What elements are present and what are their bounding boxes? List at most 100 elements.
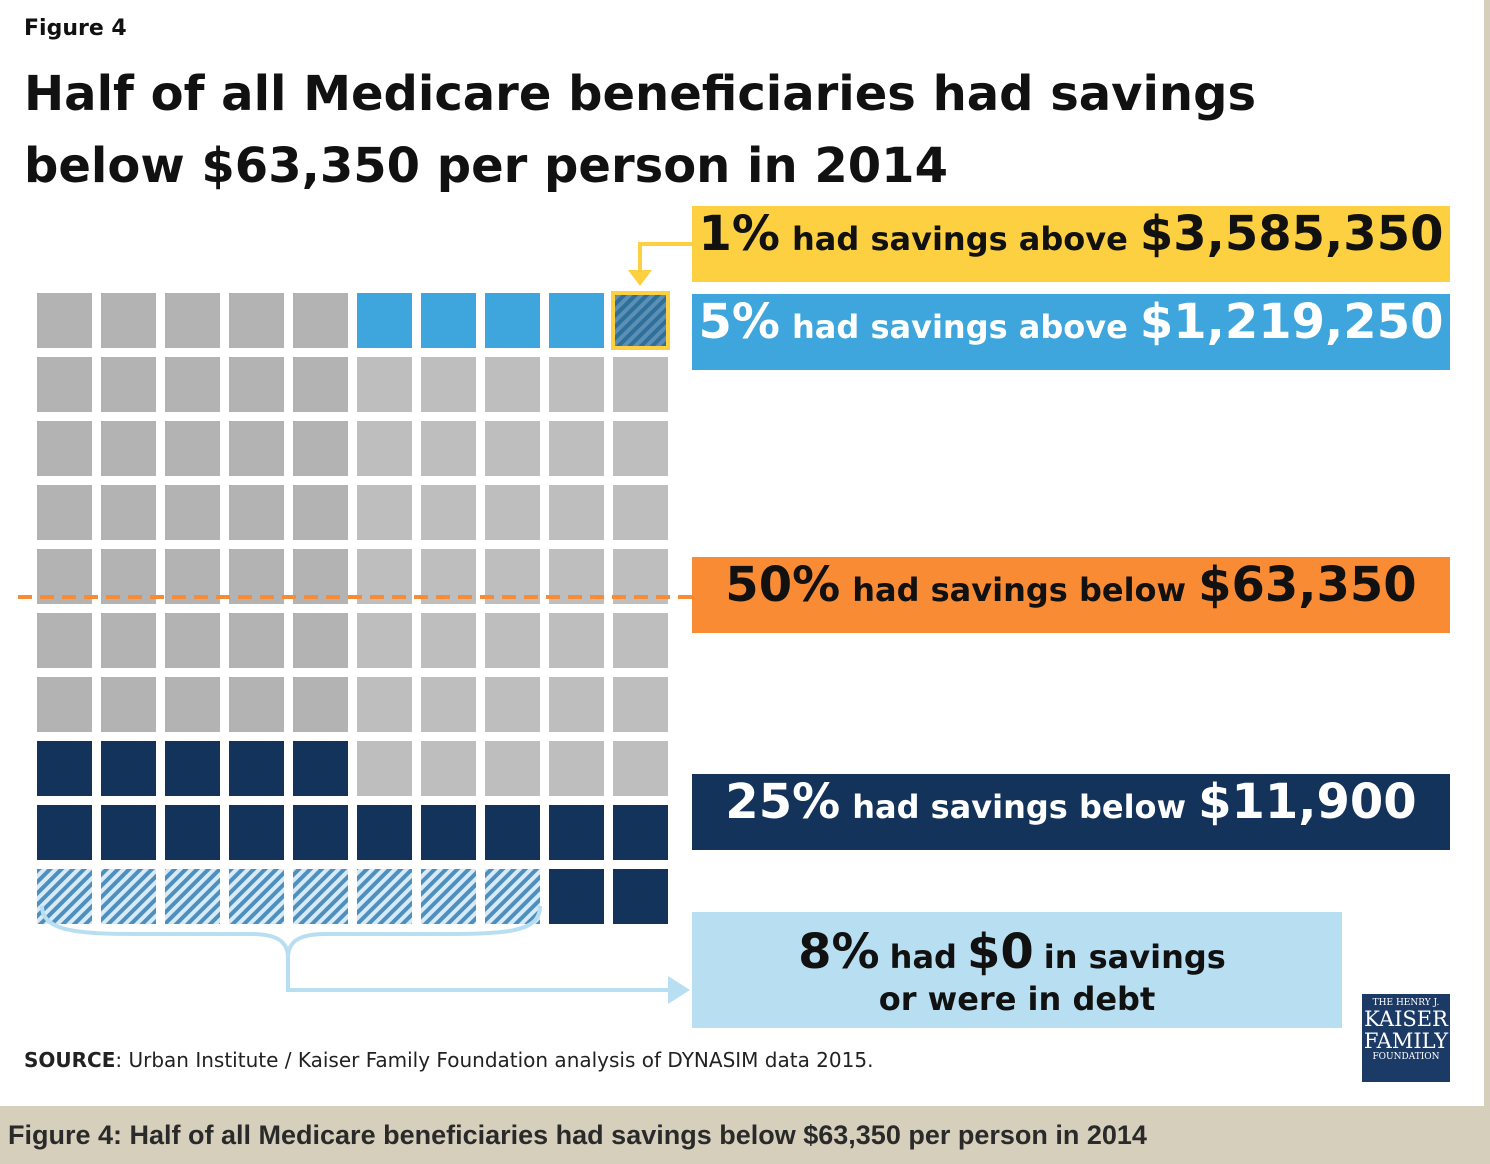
waffle-cell-gray (165, 485, 220, 540)
waffle-cell-gray (229, 485, 284, 540)
callout-top5-pct: 5% (698, 294, 781, 350)
waffle-cell-gray (485, 677, 540, 732)
waffle-cell-bottom25 (549, 869, 604, 924)
callout-q1-amount: $11,900 (1198, 774, 1417, 830)
waffle-cell-gray (165, 549, 220, 604)
callout-top1-pct: 1% (698, 206, 781, 262)
callout-zero-text: had (889, 938, 957, 976)
waffle-cell-gray (357, 485, 412, 540)
source-text: : Urban Institute / Kaiser Family Founda… (115, 1048, 874, 1072)
waffle-cell-gray (421, 741, 476, 796)
waffle-cell-gray (613, 421, 668, 476)
waffle-cell-gray (357, 357, 412, 412)
callout-bottom-25-percent: 25% had savings below $11,900 (692, 774, 1450, 850)
waffle-cell-gray (165, 357, 220, 412)
zero-savings-arrowhead (668, 976, 690, 1004)
top1-connector-line (638, 242, 692, 278)
waffle-cell-gray (165, 293, 220, 348)
waffle-cell-gray (293, 613, 348, 668)
waffle-cell-gray (485, 613, 540, 668)
waffle-cell-bottom25 (613, 869, 668, 924)
waffle-cell-bottom25 (613, 805, 668, 860)
waffle-cell-gray (421, 485, 476, 540)
waffle-cell-zero-savings (37, 869, 92, 924)
waffle-cell-top1 (611, 291, 670, 350)
waffle-cell-gray (293, 421, 348, 476)
waffle-cell-zero-savings (101, 869, 156, 924)
waffle-cell-gray (613, 677, 668, 732)
waffle-cell-gray (357, 741, 412, 796)
waffle-cell-gray (101, 485, 156, 540)
waffle-cell-gray (101, 293, 156, 348)
figure-caption: Figure 4: Half of all Medicare beneficia… (8, 1120, 1147, 1150)
waffle-cell-gray (549, 741, 604, 796)
waffle-cell-gray (485, 357, 540, 412)
waffle-cell-gray (37, 549, 92, 604)
waffle-cell-gray (293, 293, 348, 348)
waffle-cell-zero-savings (357, 869, 412, 924)
waffle-cell-gray (613, 357, 668, 412)
waffle-cell-gray (293, 357, 348, 412)
waffle-cell-gray (37, 357, 92, 412)
waffle-cell-gray (165, 677, 220, 732)
waffle-cell-zero-savings (229, 869, 284, 924)
callout-median-amount: $63,350 (1198, 557, 1417, 613)
waffle-cell-bottom25 (421, 805, 476, 860)
top1-arrowhead (628, 270, 652, 286)
logo-line3: FAMILY (1363, 1029, 1449, 1053)
waffle-cell-gray (37, 485, 92, 540)
waffle-cell-bottom25 (165, 741, 220, 796)
waffle-cell-gray (549, 421, 604, 476)
chart-title: Half of all Medicare beneficiaries had s… (24, 66, 1257, 194)
waffle-cell-gray (101, 613, 156, 668)
callout-q1-text: had savings below (852, 788, 1187, 826)
waffle-cell-zero-savings (165, 869, 220, 924)
waffle-cell-gray (421, 357, 476, 412)
waffle-cell-gray (613, 613, 668, 668)
callout-median: 50% had savings below $63,350 (692, 557, 1450, 633)
callout-top-1-percent: 1% had savings above $3,585,350 (692, 206, 1450, 282)
callout-top5-text: had savings above (792, 308, 1128, 346)
waffle-cell-gray (229, 357, 284, 412)
waffle-cell-gray (613, 741, 668, 796)
waffle-cell-bottom25 (229, 805, 284, 860)
waffle-cell-gray (37, 421, 92, 476)
waffle-cell-gray (549, 677, 604, 732)
waffle-cell-zero-savings (293, 869, 348, 924)
waffle-cell-gray (549, 613, 604, 668)
waffle-cell-bottom25 (549, 805, 604, 860)
waffle-cell-gray (229, 293, 284, 348)
waffle-cell-gray (229, 613, 284, 668)
waffle-cell-gray (421, 421, 476, 476)
waffle-cell-gray (37, 293, 92, 348)
callout-top1-text: had savings above (792, 220, 1128, 258)
waffle-cell-gray (485, 741, 540, 796)
figure-panel: Figure 4 Half of all Medicare beneficiar… (0, 0, 1484, 1106)
waffle-cell-bottom25 (101, 805, 156, 860)
logo-line4: FOUNDATION (1372, 1052, 1440, 1062)
waffle-cell-gray (101, 677, 156, 732)
waffle-cell-gray (421, 677, 476, 732)
waffle-cell-gray (101, 549, 156, 604)
waffle-cell-gray (421, 549, 476, 604)
waffle-cell-top5 (421, 293, 476, 348)
waffle-cell-gray (549, 357, 604, 412)
logo-line1: THE HENRY J. (1372, 998, 1440, 1008)
waffle-cell-gray (101, 357, 156, 412)
waffle-cell-bottom25 (293, 805, 348, 860)
callout-zero-line2: or were in debt (878, 980, 1156, 1018)
waffle-cell-top5 (357, 293, 412, 348)
callout-top5-amount: $1,219,250 (1139, 294, 1444, 350)
waffle-cell-gray (37, 677, 92, 732)
callout-zero-amount: $0 (966, 924, 1034, 980)
figure-label: Figure 4 (24, 16, 127, 41)
callout-q1-pct: 25% (725, 774, 841, 830)
waffle-cell-bottom25 (37, 805, 92, 860)
waffle-cell-gray (229, 677, 284, 732)
waffle-cell-gray (485, 549, 540, 604)
waffle-cell-bottom25 (293, 741, 348, 796)
source-label: SOURCE (24, 1048, 116, 1072)
waffle-cell-gray (293, 549, 348, 604)
waffle-cell-gray (357, 421, 412, 476)
waffle-cell-gray (357, 613, 412, 668)
